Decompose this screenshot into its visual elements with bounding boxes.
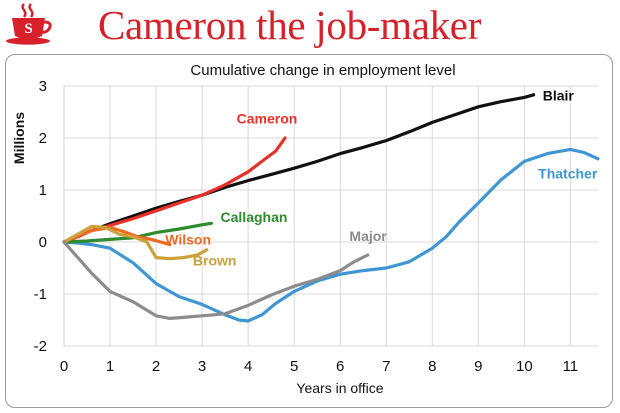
- x-tick-label: 10: [516, 358, 533, 375]
- y-tick-label: 0: [39, 234, 47, 251]
- x-tick-label: 11: [563, 358, 579, 375]
- x-axis-label: Years in office: [296, 380, 383, 396]
- x-tick-label: 5: [290, 358, 298, 375]
- series-label-thatcher: Thatcher: [538, 166, 598, 182]
- steam-icon: [21, 3, 27, 18]
- x-tick-label: 8: [428, 358, 436, 375]
- y-axis-label: Millions: [11, 112, 27, 164]
- series-label-major: Major: [349, 228, 387, 244]
- grid: [63, 85, 598, 347]
- x-tick-label: 6: [336, 358, 344, 375]
- x-tick-label: 3: [198, 358, 206, 375]
- x-tick-label: 9: [474, 358, 482, 375]
- series-labels: Blair Thatcher Cameron Callaghan Wilson Brown…: [165, 88, 598, 269]
- y-tick-label: -1: [34, 286, 47, 303]
- series-label-wilson: Wilson: [165, 232, 211, 248]
- chart-panel: [5, 54, 613, 408]
- series-line-callaghan: [62, 221, 213, 244]
- series-line-major: [62, 240, 370, 320]
- y-tick-label: 2: [39, 130, 47, 147]
- y-tick-label: 1: [39, 182, 47, 199]
- cup-body: [12, 18, 45, 39]
- x-tick-label: 2: [152, 358, 160, 375]
- series: [62, 93, 600, 323]
- x-tick-label: 4: [244, 358, 252, 375]
- x-tick-label: 1: [106, 358, 114, 375]
- x-tick-label: 7: [382, 358, 390, 375]
- coffee-cup-logo-icon: S: [6, 3, 52, 45]
- chart-title: Cumulative change in employment level: [190, 62, 455, 79]
- x-tick-label: 0: [60, 358, 68, 375]
- series-label-blair: Blair: [543, 88, 575, 104]
- series-label-brown: Brown: [193, 252, 237, 268]
- series-line-wilson: [62, 225, 172, 247]
- tick-labels: -2 -1 0 1 2 3 0 1 2 3 4 5 6 7 8 9 10 11: [34, 78, 579, 375]
- y-tick-label: -2: [34, 338, 47, 355]
- series-label-callaghan: Callaghan: [221, 209, 288, 225]
- saucer: [6, 37, 50, 45]
- series-line-brown: [62, 224, 209, 261]
- y-tick-label: 3: [39, 78, 47, 95]
- headline: Cameron the job-maker: [98, 2, 482, 48]
- logo-letter: S: [24, 21, 32, 37]
- series-line-blair: [62, 93, 536, 244]
- series-label-cameron: Cameron: [237, 110, 298, 126]
- cup-handle: [41, 20, 52, 34]
- steam-icon: [28, 3, 34, 18]
